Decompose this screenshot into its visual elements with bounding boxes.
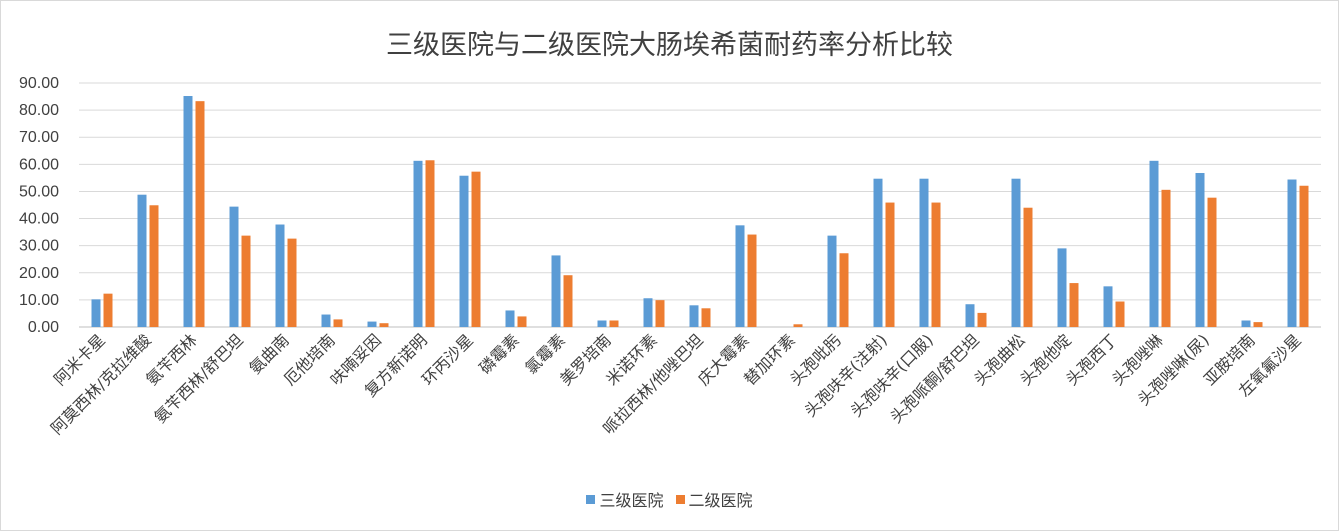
bar-tier3 [1287, 179, 1297, 327]
y-tick-label: 50.00 [19, 183, 59, 200]
bar-tier3 [919, 178, 929, 327]
bar-tier3 [643, 298, 653, 327]
y-tick-label: 40.00 [19, 211, 59, 228]
x-tick-label: 环丙沙星 [418, 330, 477, 389]
bar-tier2 [287, 238, 297, 327]
bar-tier3 [137, 194, 147, 327]
bar-tier2 [793, 324, 803, 327]
bar-tier2 [701, 308, 711, 327]
legend-swatch [586, 494, 596, 504]
bar-tier3 [505, 310, 515, 327]
x-tick-label: 磷霉素 [475, 330, 522, 377]
bar-tier3 [597, 320, 607, 327]
bar-tier3 [1103, 286, 1113, 327]
y-tick-label: 20.00 [19, 265, 59, 282]
bar-tier3 [1011, 178, 1021, 327]
bar-tier3 [873, 178, 883, 327]
bar-tier2 [1161, 189, 1171, 327]
bar-tier2 [931, 202, 941, 327]
bar-tier2 [977, 312, 987, 327]
legend-item: 三级医院 [586, 487, 664, 511]
bar-tier3 [1149, 160, 1159, 327]
bar-tier2 [1069, 283, 1079, 327]
bar-tier3 [551, 255, 561, 327]
bar-tier2 [1115, 301, 1125, 327]
bar-tier2 [563, 275, 573, 327]
bar-tier2 [1023, 207, 1033, 327]
bar-tier2 [747, 234, 757, 327]
bar-tier3 [413, 160, 423, 327]
y-tick-label: 70.00 [19, 129, 59, 146]
y-tick-label: 0.00 [28, 319, 59, 336]
bar-tier3 [1241, 320, 1251, 327]
bar-tier3 [459, 175, 469, 327]
bar-tier2 [517, 316, 527, 327]
legend: 三级医院 二级医院 [1, 487, 1338, 511]
bar-tier2 [609, 320, 619, 327]
bar-tier3 [229, 206, 239, 327]
bar-tier3 [735, 225, 745, 327]
bar-tier2 [103, 293, 113, 327]
bar-tier3 [321, 314, 331, 327]
bar-tier2 [839, 253, 849, 327]
legend-label: 二级医院 [688, 491, 753, 510]
bar-tier2 [195, 101, 205, 327]
y-tick-label: 80.00 [19, 102, 59, 119]
bar-tier2 [379, 323, 389, 327]
y-tick-label: 10.00 [19, 292, 59, 309]
bar-tier2 [655, 300, 665, 327]
legend-label: 三级医院 [599, 491, 664, 510]
legend-swatch [675, 494, 685, 504]
bar-tier2 [333, 319, 343, 327]
chart-title: 三级医院与二级医院大肠埃希菌耐药率分析比较 [386, 30, 953, 61]
bar-tier3 [183, 96, 193, 327]
bar-tier2 [885, 202, 895, 327]
legend-item: 二级医院 [675, 487, 753, 511]
bar-tier3 [91, 299, 101, 327]
y-tick-label: 30.00 [19, 238, 59, 255]
bar-tier2 [241, 235, 251, 327]
y-tick-label: 90.00 [19, 75, 59, 92]
bar-tier2 [1253, 322, 1263, 327]
bar-tier3 [367, 321, 377, 327]
y-tick-label: 60.00 [19, 156, 59, 173]
bar-tier3 [827, 235, 837, 327]
bar-tier3 [1195, 173, 1205, 327]
bar-tier2 [425, 160, 435, 327]
bar-tier3 [689, 305, 699, 327]
bar-tier2 [149, 205, 159, 327]
bar-tier2 [1207, 197, 1217, 327]
bar-tier2 [1299, 185, 1309, 327]
bar-tier3 [275, 224, 285, 327]
bar-tier3 [965, 304, 975, 327]
bar-tier2 [471, 171, 481, 327]
bar-tier3 [1057, 248, 1067, 327]
